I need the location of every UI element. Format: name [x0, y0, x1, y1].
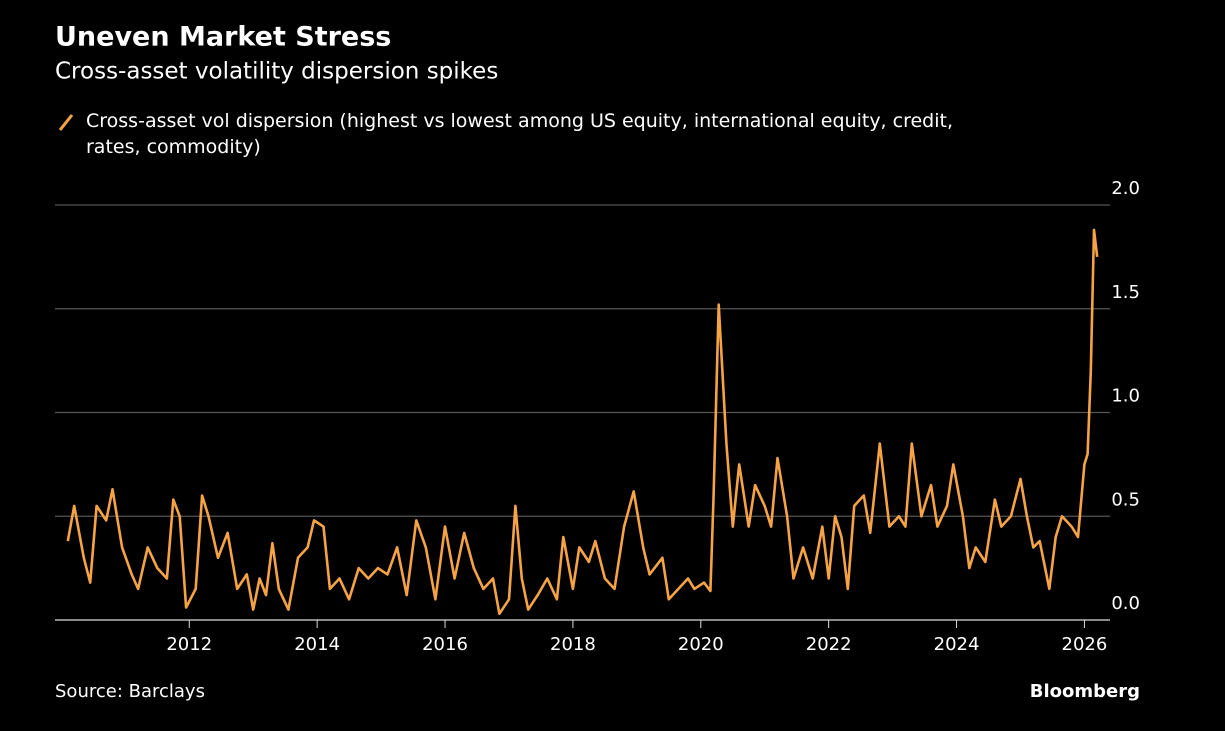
x-tick-label: 2026	[1062, 634, 1108, 655]
x-tick-label: 2012	[166, 634, 212, 655]
brand: Bloomberg	[1030, 681, 1140, 702]
y-tick-label: 0.0	[1111, 593, 1140, 614]
x-tick-label: 2014	[294, 634, 340, 655]
legend-swatch	[58, 114, 74, 131]
data-line	[66, 228, 1099, 616]
x-tick-label: 2020	[678, 634, 724, 655]
y-tick-label: 2.0	[1111, 178, 1140, 199]
y-tick-label: 0.5	[1111, 489, 1140, 510]
source: Source: Barclays	[55, 681, 205, 702]
y-tick-label: 1.5	[1111, 282, 1140, 303]
y-tick-label: 1.0	[1111, 386, 1140, 407]
x-tick-label: 2024	[934, 634, 980, 655]
x-tick-label: 2018	[550, 634, 596, 655]
chart-subtitle: Cross-asset volatility dispersion spikes	[55, 59, 498, 85]
legend-label: Cross-asset vol dispersion (highest vs l…	[86, 110, 953, 158]
x-tick-label: 2016	[422, 634, 468, 655]
x-tick-label: 2022	[806, 634, 852, 655]
chart-title: Uneven Market Stress	[55, 22, 391, 53]
